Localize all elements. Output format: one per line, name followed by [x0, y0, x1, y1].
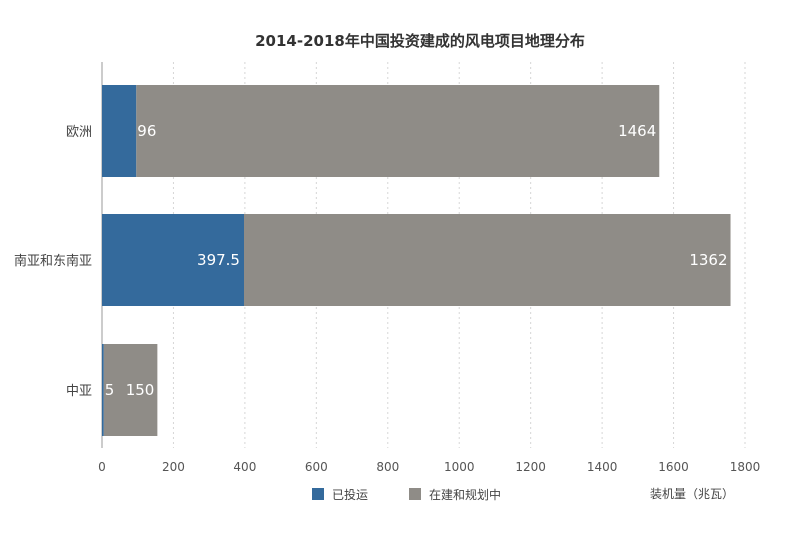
legend-label: 已投运 [332, 487, 368, 502]
bar-segment [102, 85, 137, 177]
bars [102, 85, 731, 436]
category-label: 南亚和东南亚 [14, 253, 92, 269]
x-tick-labels: 0 200 400 600 800 1000 1200 1400 1600 1800 [98, 460, 760, 474]
legend: 已投运 在建和规划中 [312, 487, 501, 502]
x-tick-label: 200 [162, 460, 185, 474]
bar-segment [102, 344, 104, 436]
x-tick-label: 1000 [444, 460, 475, 474]
x-axis-label: 装机量（兆瓦） [650, 487, 734, 501]
data-labels: 96 1464 397.5 1362 5 150 [105, 122, 728, 399]
bar-segment [102, 214, 244, 306]
data-label: 5 [105, 381, 115, 399]
x-tick-label: 1600 [658, 460, 689, 474]
x-tick-label: 1400 [587, 460, 618, 474]
bar-segment [136, 85, 660, 177]
data-label: 150 [126, 381, 155, 399]
data-label: 1464 [618, 122, 656, 140]
x-tick-label: 400 [233, 460, 256, 474]
bar-segment [103, 344, 158, 436]
category-label: 中亚 [66, 384, 92, 399]
x-tick-label: 0 [98, 460, 106, 474]
x-tick-label: 1800 [730, 460, 761, 474]
legend-swatch [312, 488, 324, 500]
data-label: 96 [137, 122, 156, 140]
x-tick-label: 800 [376, 460, 399, 474]
x-tick-label: 1200 [515, 460, 546, 474]
legend-swatch [409, 488, 421, 500]
x-tick-label: 600 [305, 460, 328, 474]
chart-title: 2014-2018年中国投资建成的风电项目地理分布 [255, 32, 585, 50]
legend-label: 在建和规划中 [429, 487, 501, 502]
category-label: 欧洲 [66, 125, 92, 140]
data-label: 1362 [689, 251, 727, 269]
bar-segment [243, 214, 731, 306]
data-label: 397.5 [197, 251, 240, 269]
